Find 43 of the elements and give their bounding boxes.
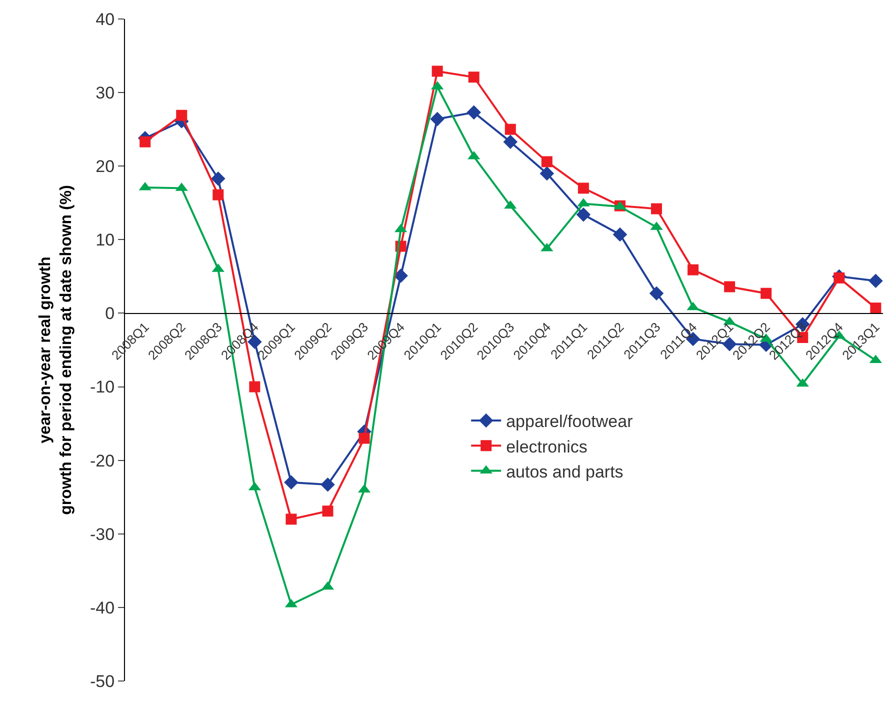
point xyxy=(468,72,480,83)
point xyxy=(432,66,443,77)
y-tick-label: -40 xyxy=(90,598,115,618)
y-tick-label: 30 xyxy=(96,84,115,103)
legend-label: autos and parts xyxy=(506,462,624,482)
point xyxy=(322,506,334,517)
point xyxy=(578,182,589,194)
y-tick-label: 10 xyxy=(96,230,115,250)
legend-label: electronics xyxy=(506,437,588,456)
y-tick-label: -10 xyxy=(90,378,115,397)
y-axis-title: year-on-year real growth growth for period ending at date shown (%) xyxy=(37,185,75,515)
point xyxy=(868,274,883,288)
point xyxy=(394,268,408,283)
point xyxy=(504,124,516,135)
point xyxy=(503,134,518,149)
point xyxy=(140,136,151,148)
point xyxy=(576,208,591,222)
point xyxy=(284,475,298,490)
y-tick-label: 40 xyxy=(96,10,115,29)
point xyxy=(320,477,335,492)
point xyxy=(612,227,628,242)
legend-label: apparel/footwear xyxy=(506,412,634,432)
point xyxy=(430,112,444,126)
point xyxy=(688,264,699,276)
point xyxy=(211,171,226,186)
point xyxy=(649,286,664,301)
point xyxy=(541,156,552,168)
point xyxy=(466,105,482,120)
y-tick-label: -30 xyxy=(90,524,115,544)
point xyxy=(724,281,736,292)
y-tick-label: 20 xyxy=(96,157,115,176)
point xyxy=(358,432,370,444)
point xyxy=(176,110,188,121)
y-tick-label: -50 xyxy=(90,672,115,691)
point xyxy=(760,288,772,299)
point xyxy=(651,203,662,214)
point xyxy=(286,514,297,525)
y-tick-label: 0 xyxy=(105,304,115,324)
point xyxy=(540,166,554,181)
point xyxy=(212,189,224,200)
y-tick-label: -20 xyxy=(90,451,115,470)
point xyxy=(249,381,260,392)
point xyxy=(870,302,882,314)
